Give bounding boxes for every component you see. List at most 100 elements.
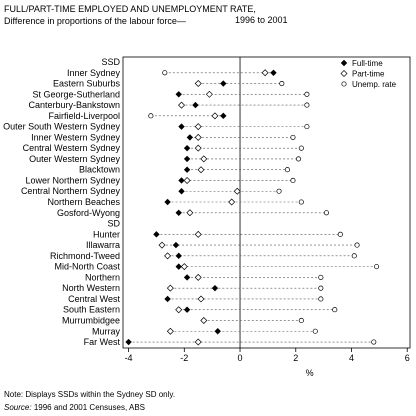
point-part-time: [166, 284, 174, 292]
category-row: Murray: [92, 326, 318, 336]
point-part-time: [186, 209, 194, 217]
point-full-time: [178, 123, 185, 130]
point-unemp-rate: [290, 177, 296, 184]
category-label: Blacktown: [79, 165, 120, 175]
category-label: Outer South Western Sydney: [3, 122, 120, 132]
legend-label: Part-time: [352, 70, 385, 79]
point-part-time: [194, 273, 202, 281]
chart-title: FULL/PART-TIME EMPLOYED AND UNEMPLOYMENT…: [4, 3, 304, 27]
point-full-time: [211, 284, 219, 292]
category-row: SSD: [101, 57, 120, 67]
legend-label: Unemp. rate: [352, 80, 397, 89]
category-row: Lower Northern Sydney: [25, 175, 296, 185]
category-row: Central Western Sydney: [23, 143, 304, 153]
point-full-time: [153, 231, 160, 238]
title-line-1: FULL/PART-TIME EMPLOYED AND UNEMPLOYMENT…: [4, 4, 256, 14]
legend-item: Full-time: [340, 59, 383, 68]
category-label: Illawarra: [86, 240, 120, 250]
point-unemp-rate: [148, 113, 154, 119]
point-full-time: [125, 338, 132, 346]
point-part-time: [194, 80, 202, 88]
point-part-time: [166, 327, 174, 335]
point-unemp-rate: [304, 102, 310, 108]
point-unemp-rate: [371, 339, 377, 345]
category-label: SSD: [101, 57, 120, 67]
category-label: Central Western Sydney: [23, 143, 121, 153]
point-part-time: [194, 144, 202, 152]
category-row: Murrumbidgee: [62, 315, 304, 325]
legend-marker: [340, 59, 348, 67]
point-full-time: [178, 188, 185, 195]
category-label: Hunter: [93, 229, 120, 239]
legend-marker: [340, 70, 348, 77]
category-row: Far West: [84, 337, 377, 347]
point-part-time: [200, 316, 208, 324]
category-label: Inner Sydney: [67, 68, 121, 78]
category-row: Hunter: [93, 229, 343, 239]
point-unemp-rate: [332, 307, 338, 313]
category-row: Outer Western Sydney: [29, 154, 302, 164]
category-row: Eastern Suburbs: [53, 79, 285, 89]
point-unemp-rate: [312, 328, 318, 334]
point-part-time: [205, 90, 213, 98]
point-unemp-rate: [276, 188, 282, 194]
point-full-time: [164, 198, 171, 206]
point-part-time: [180, 263, 188, 271]
legend-label: Full-time: [352, 59, 383, 68]
point-unemp-rate: [290, 134, 296, 140]
category-row: Mid-North Coast: [54, 262, 380, 272]
x-tick-label: 6: [405, 353, 410, 363]
point-unemp-rate: [323, 210, 329, 216]
point-part-time: [183, 176, 191, 184]
point-part-time: [197, 295, 205, 303]
category-row: Northern Beaches: [47, 197, 304, 207]
category-label: Canterbury-Bankstown: [28, 100, 120, 110]
point-unemp-rate: [162, 70, 168, 76]
category-label: Lower Northern Sydney: [25, 175, 120, 185]
point-part-time: [194, 230, 202, 238]
x-axis-label: %: [306, 368, 314, 378]
category-label: SD: [107, 219, 120, 229]
category-row: Inner Western Sydney: [31, 132, 296, 142]
point-part-time: [158, 241, 166, 249]
point-full-time: [175, 252, 182, 260]
point-unemp-rate: [304, 91, 310, 97]
category-row: Richmond-Tweed: [50, 251, 357, 261]
footnote-source: Source: 1996 and 2001 Censuses, ABS: [4, 403, 145, 412]
category-row: Fairfield-Liverpool: [48, 111, 227, 121]
category-row: SD: [107, 219, 120, 229]
point-unemp-rate: [351, 253, 357, 259]
point-full-time: [178, 177, 185, 184]
point-full-time: [175, 263, 182, 270]
category-label: Inner Western Sydney: [31, 132, 120, 142]
point-unemp-rate: [279, 80, 285, 87]
point-unemp-rate: [304, 124, 310, 130]
category-row: Gosford-Wyong: [57, 208, 329, 218]
point-part-time: [194, 133, 202, 141]
point-unemp-rate: [337, 231, 343, 237]
category-row: Illawarra: [86, 240, 360, 250]
category-label: Richmond-Tweed: [50, 251, 120, 261]
category-row: Inner Sydney: [67, 68, 277, 78]
category-row: North Western: [62, 283, 324, 293]
category-row: Central West: [68, 294, 324, 304]
category-label: South Eastern: [63, 305, 120, 315]
category-row: Blacktown: [79, 165, 290, 175]
category-label: Fairfield-Liverpool: [48, 111, 120, 121]
x-tick-label: -4: [125, 353, 133, 363]
point-full-time: [183, 166, 191, 173]
legend-marker: [341, 81, 347, 87]
x-tick-label: 0: [238, 353, 243, 363]
category-row: Central Northern Sydney: [21, 186, 282, 196]
point-full-time: [175, 91, 182, 98]
category-row: South Eastern: [63, 305, 338, 315]
point-full-time: [164, 295, 171, 303]
point-unemp-rate: [318, 274, 324, 280]
point-part-time: [178, 101, 186, 109]
category-label: Outer Western Sydney: [29, 154, 120, 164]
category-label: Central West: [68, 294, 120, 304]
point-full-time: [270, 69, 277, 76]
category-label: Murrumbidgee: [62, 315, 120, 325]
point-full-time: [192, 101, 199, 109]
